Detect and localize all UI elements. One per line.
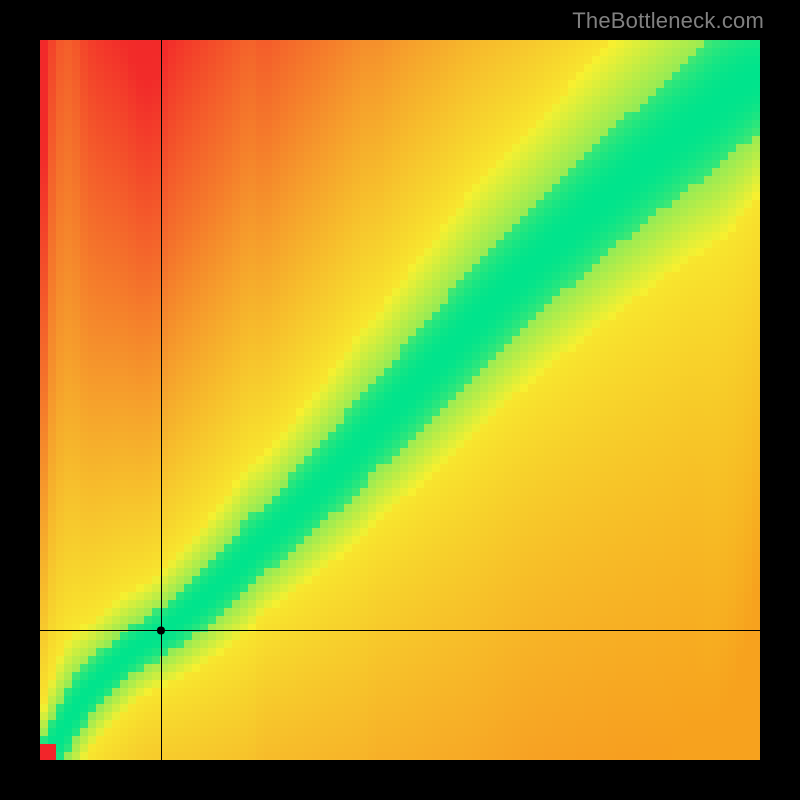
watermark-text: TheBottleneck.com <box>572 8 764 34</box>
heatmap-plot <box>40 40 760 760</box>
crosshair-overlay <box>40 40 760 760</box>
